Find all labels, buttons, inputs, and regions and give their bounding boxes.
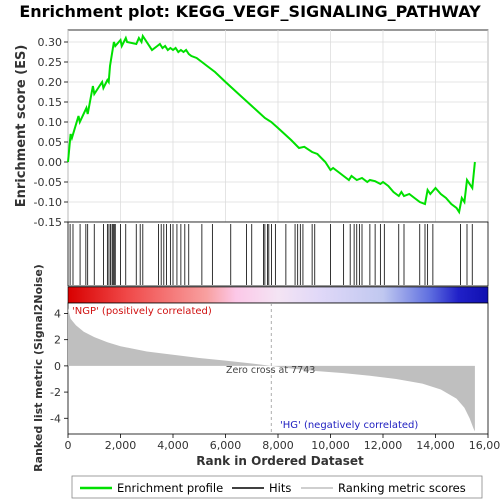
es-y-tick-label: -0.15 [34,216,62,229]
metric-x-ticks: 0 2,000 4,000 6,000 8,000 10,000 12,000 14,000 1… [65,434,500,452]
legend-label-metric: Ranking metric scores [338,481,466,495]
rank-color-bar [68,287,488,303]
x-tick-label: 10,000 [311,439,350,452]
zero-cross-label: Zero cross at 7743 [226,365,315,376]
positive-correlation-label: 'NGP' (positively correlated) [72,306,212,317]
es-y-ticks: 0.30 0.25 0.20 0.15 0.10 0.05 0.00 -0.05 -0.10 -0… [34,36,68,229]
x-tick-label: 0 [65,439,72,452]
es-y-tick-label: 0.05 [38,136,63,149]
metric-y-axis-label: Ranked list metric (Signal2Noise) [32,264,45,472]
legend-label-profile: Enrichment profile [117,481,223,495]
metric-y-ticks: 4 2 0 -2 -4 [50,307,68,425]
chart-title: Enrichment plot: KEGG_VEGF_SIGNALING_PAT… [19,2,481,21]
legend-label-hits: Hits [269,481,291,495]
x-tick-label: 2,000 [105,439,137,452]
legend: Enrichment profile Hits Ranking metric s… [72,476,482,498]
metric-y-tick-label: 4 [54,307,61,320]
metric-y-tick-label: -2 [50,386,61,399]
es-y-tick-label: 0.15 [38,96,63,109]
es-y-tick-label: 0.30 [38,36,63,49]
x-axis-label: Rank in Ordered Dataset [196,454,364,468]
es-y-tick-label: 0.00 [38,156,63,169]
es-y-tick-label: 0.25 [38,56,63,69]
hits-panel [68,222,488,286]
es-y-tick-label: 0.10 [38,116,63,129]
x-tick-label: 12,000 [364,439,403,452]
metric-y-tick-label: 2 [54,334,61,347]
x-tick-label: 8,000 [262,439,294,452]
es-y-tick-label: -0.05 [34,176,62,189]
es-y-tick-label: 0.20 [38,76,63,89]
negative-correlation-label: 'HG' (negatively correlated) [280,420,418,431]
metric-y-tick-label: -4 [50,412,61,425]
x-tick-label: 16,000 [469,439,500,452]
es-panel: 0.30 0.25 0.20 0.15 0.10 0.05 0.00 -0.05 -0.10 -0… [14,30,488,229]
metric-y-tick-label: 0 [54,360,61,373]
x-tick-label: 6,000 [210,439,242,452]
es-y-tick-label: -0.10 [34,196,62,209]
es-y-axis-label: Enrichment score (ES) [14,45,29,208]
x-tick-label: 4,000 [157,439,189,452]
x-tick-label: 14,000 [416,439,455,452]
